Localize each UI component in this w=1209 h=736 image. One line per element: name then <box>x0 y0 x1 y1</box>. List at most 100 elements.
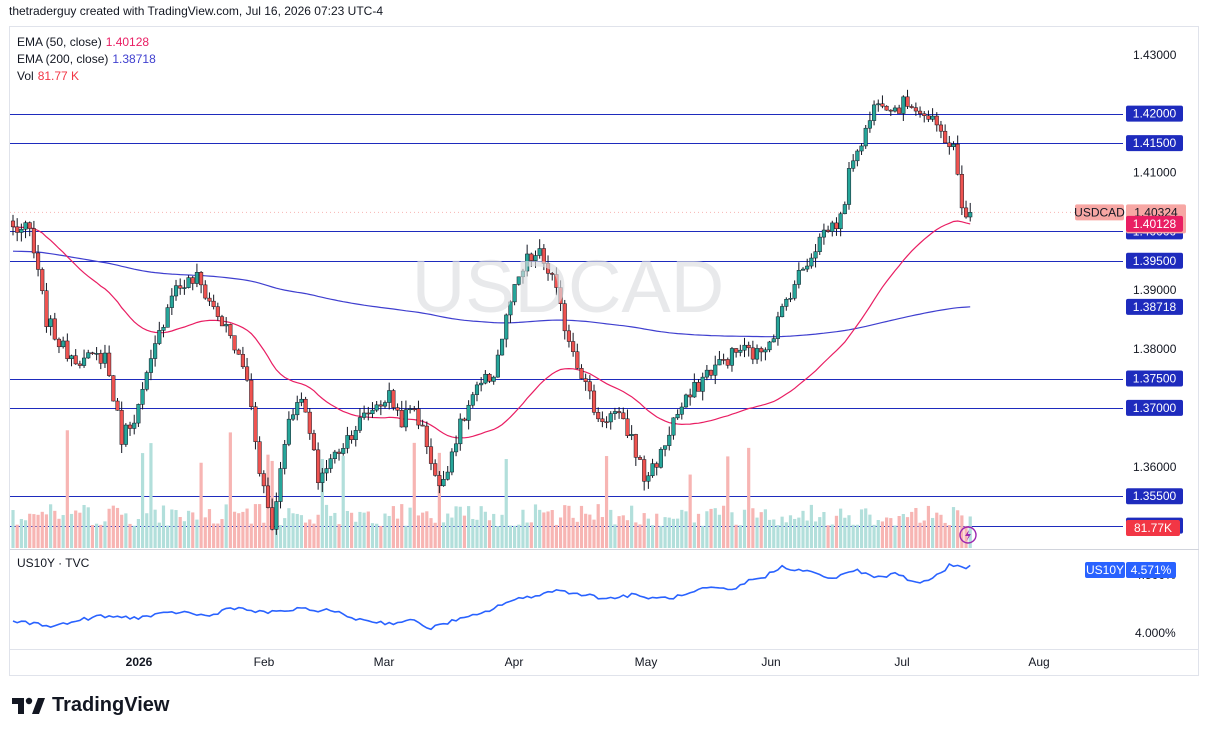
candle-body <box>951 143 956 147</box>
candle-body <box>679 406 684 415</box>
us10y-title: US10Y · TVC <box>17 556 90 570</box>
candle-body <box>265 485 271 508</box>
volume-bar <box>182 521 186 548</box>
volume-bar <box>680 509 684 548</box>
volume-bar <box>613 524 617 548</box>
volume-bar <box>688 474 692 548</box>
candle-body <box>232 335 237 351</box>
candle-body <box>863 127 868 147</box>
candle-body <box>27 222 32 229</box>
volume-bar <box>634 522 638 548</box>
candle-body <box>19 228 24 233</box>
volume-bar <box>111 505 115 548</box>
candle-body <box>930 115 935 120</box>
ema200-badge: 1.38718 <box>1133 300 1177 314</box>
volume-bar <box>291 513 295 548</box>
candle-body <box>111 375 116 402</box>
volume-bar <box>283 518 287 548</box>
time-axis: 2026 Feb Mar Apr May Jun Jul Aug <box>10 649 1199 669</box>
legend-vol[interactable]: Vol 81.77 K <box>17 69 79 83</box>
legend-ema200-label: EMA (200, close) <box>17 52 109 66</box>
volume-bar <box>571 517 575 548</box>
volume-bar <box>237 513 241 548</box>
volume-bar <box>596 504 600 548</box>
volume-bar <box>124 513 128 548</box>
candle-body <box>813 251 818 259</box>
candle-body <box>316 449 321 483</box>
candle-body <box>157 330 162 344</box>
volume-bar <box>153 509 157 548</box>
volume-bar <box>446 513 450 548</box>
volume-bar <box>847 515 851 548</box>
volume-bar <box>893 525 897 548</box>
volume-bar <box>617 516 621 548</box>
candle-body <box>412 408 417 411</box>
candle-body <box>830 222 835 232</box>
candle-body <box>491 376 496 382</box>
volume-bar <box>885 517 889 548</box>
candle-body <box>901 96 906 114</box>
time-axis-label: Feb <box>254 655 275 669</box>
candle-body <box>286 418 291 445</box>
candle-body <box>353 430 358 440</box>
volume-bar <box>696 513 701 548</box>
candle-body <box>729 348 735 366</box>
legend-ema50[interactable]: EMA (50, close) 1.40128 <box>17 35 149 49</box>
candle-body <box>470 394 475 406</box>
price-badges: 1.420001.415001.400001.395001.375001.370… <box>10 105 1199 550</box>
volume-bar <box>763 509 767 548</box>
candle-body <box>408 408 413 411</box>
chart-header: thetraderguy created with TradingView.co… <box>9 4 383 18</box>
candle-body <box>303 398 308 413</box>
volume-bar <box>487 520 492 548</box>
price-tick-label: 1.39000 <box>1133 283 1177 297</box>
volume-bar <box>316 514 320 548</box>
volume-bar <box>366 511 370 548</box>
us10y-tick: 4.000% <box>1135 626 1176 640</box>
candle-body <box>10 220 16 228</box>
candle-body <box>165 307 170 328</box>
volume-bar <box>504 459 508 548</box>
legend-ema200[interactable]: EMA (200, close) 1.38718 <box>17 52 156 66</box>
candle-body <box>94 353 99 355</box>
tradingview-logo[interactable]: TradingView <box>12 694 169 717</box>
volume-bar <box>19 518 23 548</box>
volume-bar <box>387 515 391 548</box>
volume-bar <box>295 513 299 548</box>
candle-body <box>136 404 141 424</box>
candle-body <box>855 150 860 162</box>
volume-badge: 81.77K <box>1134 521 1172 535</box>
candle-body <box>947 142 952 147</box>
candle-body <box>153 343 158 359</box>
candle-body <box>61 340 66 348</box>
volume-bar <box>872 524 876 548</box>
volume-bar <box>905 517 910 548</box>
candle-body <box>433 463 438 476</box>
volume-bar <box>826 525 830 548</box>
candle-body <box>52 318 57 340</box>
candle-body <box>190 277 195 284</box>
candle-body <box>466 404 471 421</box>
volume-bar <box>337 524 341 548</box>
candle-body <box>387 390 392 403</box>
volume-bar <box>859 509 864 548</box>
volume-bar <box>90 525 95 548</box>
volume-bar <box>742 509 747 548</box>
volume-bar <box>655 513 659 548</box>
us10y-symbol-badge-bg <box>1085 562 1125 578</box>
ema50-path <box>12 220 971 439</box>
volume-bar <box>383 513 387 548</box>
volume-bar <box>910 511 914 548</box>
candle-body <box>311 433 317 451</box>
volume-bar <box>813 521 818 548</box>
candle-body <box>579 368 584 379</box>
candle-body <box>600 418 605 423</box>
candle-body <box>449 451 454 473</box>
candle-body <box>537 248 542 256</box>
candle-body <box>800 268 806 271</box>
volume-bar <box>65 430 69 548</box>
candle-body <box>725 359 730 366</box>
volume-bar <box>968 516 972 548</box>
candle-body <box>211 300 216 307</box>
